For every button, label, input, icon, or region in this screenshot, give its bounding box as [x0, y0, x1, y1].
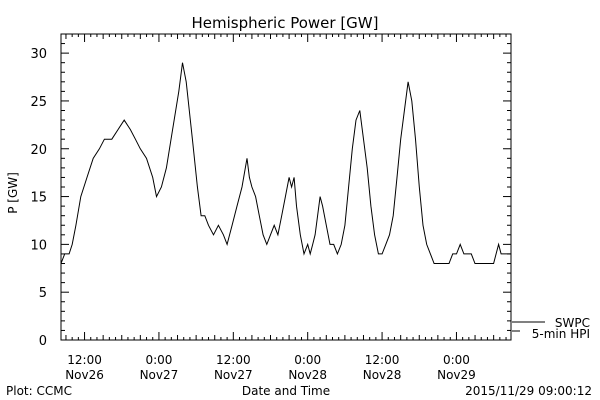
y-tick-label: 30	[30, 47, 47, 62]
legend: SWPC 5-min HPI	[512, 316, 590, 341]
y-axis: 0 5 10 15 20 25 30	[30, 33, 511, 349]
y-tick-label: 25	[30, 95, 47, 110]
y-tick-label: 5	[39, 286, 47, 301]
x-axis-label: Date and Time	[242, 384, 330, 398]
x-tick-date-label: Nov26	[65, 368, 104, 382]
chart-title: Hemispheric Power [GW]	[192, 14, 379, 32]
x-tick-date-label: Nov29	[437, 368, 476, 382]
y-axis-label: P [GW]	[6, 172, 20, 214]
x-tick-date-label: Nov27	[140, 368, 179, 382]
y-tick-label: 15	[30, 191, 47, 206]
footer-timestamp: 2015/11/29 09:00:12	[465, 384, 592, 398]
x-tick-time-label: 0:00	[145, 353, 172, 367]
x-tick-date-label: Nov28	[363, 368, 402, 382]
legend-hpi-label: 5-min HPI	[532, 327, 590, 341]
x-tick-time-label: 0:00	[443, 353, 470, 367]
legend-swpc-label: SWPC	[555, 316, 590, 330]
x-tick-time-label: 12:00	[365, 353, 400, 367]
x-tick-date-label: Nov27	[214, 368, 253, 382]
y-tick-label: 20	[30, 143, 47, 158]
footer-plot-credit: Plot: CCMC	[6, 384, 72, 398]
y-tick-label: 0	[39, 334, 47, 349]
y-tick-label: 10	[30, 238, 47, 253]
x-tick-time-label: 12:00	[67, 353, 102, 367]
x-axis: 12:00Nov260:00Nov2712:00Nov270:00Nov2812…	[65, 34, 507, 382]
x-tick-time-label: 12:00	[216, 353, 251, 367]
x-tick-time-label: 0:00	[294, 353, 321, 367]
series-layer	[60, 62, 511, 264]
x-tick-date-label: Nov28	[288, 368, 327, 382]
series-line-hpi	[60, 62, 511, 264]
